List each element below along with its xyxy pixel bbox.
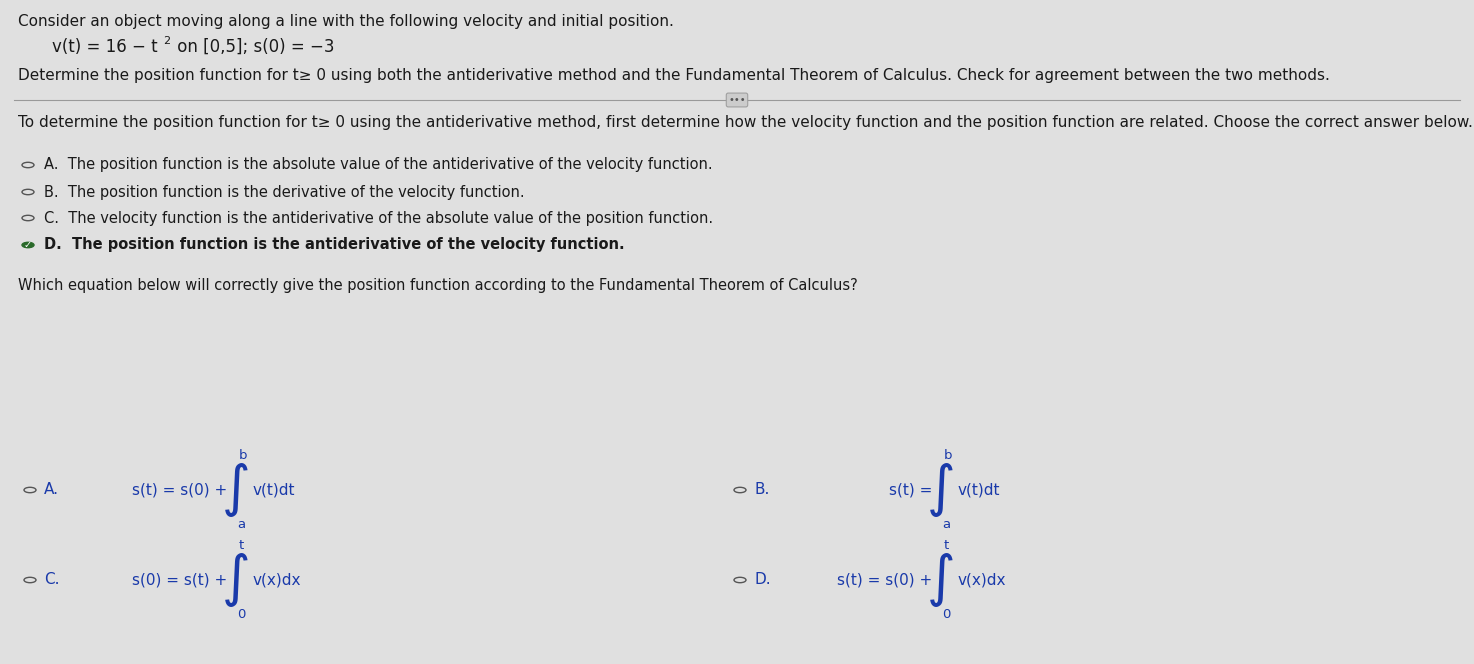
Text: b: b: [239, 449, 248, 462]
Text: a: a: [237, 518, 245, 531]
Text: s(t) =: s(t) =: [889, 483, 932, 497]
Text: C.: C.: [44, 572, 59, 588]
Text: B.  The position function is the derivative of the velocity function.: B. The position function is the derivati…: [44, 185, 525, 199]
Text: D.  The position function is the antiderivative of the velocity function.: D. The position function is the antideri…: [44, 238, 625, 252]
Text: $\int$: $\int$: [221, 551, 249, 609]
Text: D.: D.: [755, 572, 771, 588]
Circle shape: [22, 242, 34, 248]
Text: v(t) = 16 − t: v(t) = 16 − t: [52, 38, 158, 56]
Text: t: t: [943, 539, 949, 552]
Text: a: a: [942, 518, 951, 531]
Text: Which equation below will correctly give the position function according to the : Which equation below will correctly give…: [18, 278, 858, 293]
Text: To determine the position function for t≥ 0 using the antiderivative method, fir: To determine the position function for t…: [18, 115, 1473, 130]
Text: on [0,5]; s(0) = −3: on [0,5]; s(0) = −3: [172, 38, 335, 56]
Text: •••: •••: [728, 95, 746, 105]
Text: s(0) = s(t) +: s(0) = s(t) +: [131, 572, 227, 588]
Text: A.: A.: [44, 483, 59, 497]
Text: Determine the position function for t≥ 0 using both the antiderivative method an: Determine the position function for t≥ 0…: [18, 68, 1330, 83]
Text: ✓: ✓: [24, 240, 32, 250]
Text: $\int$: $\int$: [221, 461, 249, 519]
Text: v(x)dx: v(x)dx: [254, 572, 302, 588]
Text: 0: 0: [237, 608, 245, 621]
Text: v(x)dx: v(x)dx: [958, 572, 1007, 588]
Text: s(t) = s(0) +: s(t) = s(0) +: [837, 572, 932, 588]
Text: Consider an object moving along a line with the following velocity and initial p: Consider an object moving along a line w…: [18, 14, 674, 29]
Text: v(t)dt: v(t)dt: [254, 483, 295, 497]
Text: $\int$: $\int$: [926, 551, 954, 609]
Text: b: b: [943, 449, 952, 462]
Text: s(t) = s(0) +: s(t) = s(0) +: [131, 483, 227, 497]
Text: C.  The velocity function is the antiderivative of the absolute value of the pos: C. The velocity function is the antideri…: [44, 210, 713, 226]
Text: v(t)dt: v(t)dt: [958, 483, 1001, 497]
Text: B.: B.: [755, 483, 769, 497]
Text: 0: 0: [942, 608, 951, 621]
Text: 2: 2: [164, 36, 170, 46]
Text: t: t: [239, 539, 245, 552]
Text: A.  The position function is the absolute value of the antiderivative of the vel: A. The position function is the absolute…: [44, 157, 712, 173]
Text: $\int$: $\int$: [926, 461, 954, 519]
